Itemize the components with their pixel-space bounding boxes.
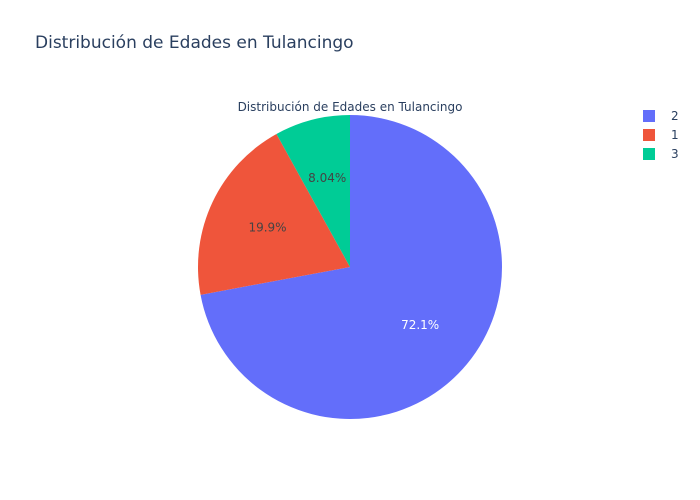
slice-label-1: 19.9%: [248, 221, 286, 235]
legend-label: 3: [671, 146, 679, 161]
legend-swatch: [643, 128, 655, 141]
pie-title: Distribución de Edades en Tulancingo: [237, 100, 463, 114]
slice-label-3: 8.04%: [308, 171, 346, 185]
slice-label-2: 72.1%: [401, 318, 439, 332]
pie-slice-2[interactable]: [200, 115, 503, 420]
legend-swatch: [643, 147, 655, 160]
legend-label: 2: [671, 108, 679, 123]
pie-slice-3[interactable]: [276, 115, 350, 267]
legend-item-3[interactable]: 3: [643, 144, 679, 163]
legend-label: 1: [671, 127, 679, 142]
legend-item-2[interactable]: 2: [643, 106, 679, 125]
pie-slice-1[interactable]: [198, 133, 350, 295]
chart-title: Distribución de Edades en Tulancingo: [35, 33, 354, 53]
legend-item-1[interactable]: 1: [643, 125, 679, 144]
legend: 2 1 3: [643, 106, 679, 163]
legend-swatch: [643, 109, 655, 122]
